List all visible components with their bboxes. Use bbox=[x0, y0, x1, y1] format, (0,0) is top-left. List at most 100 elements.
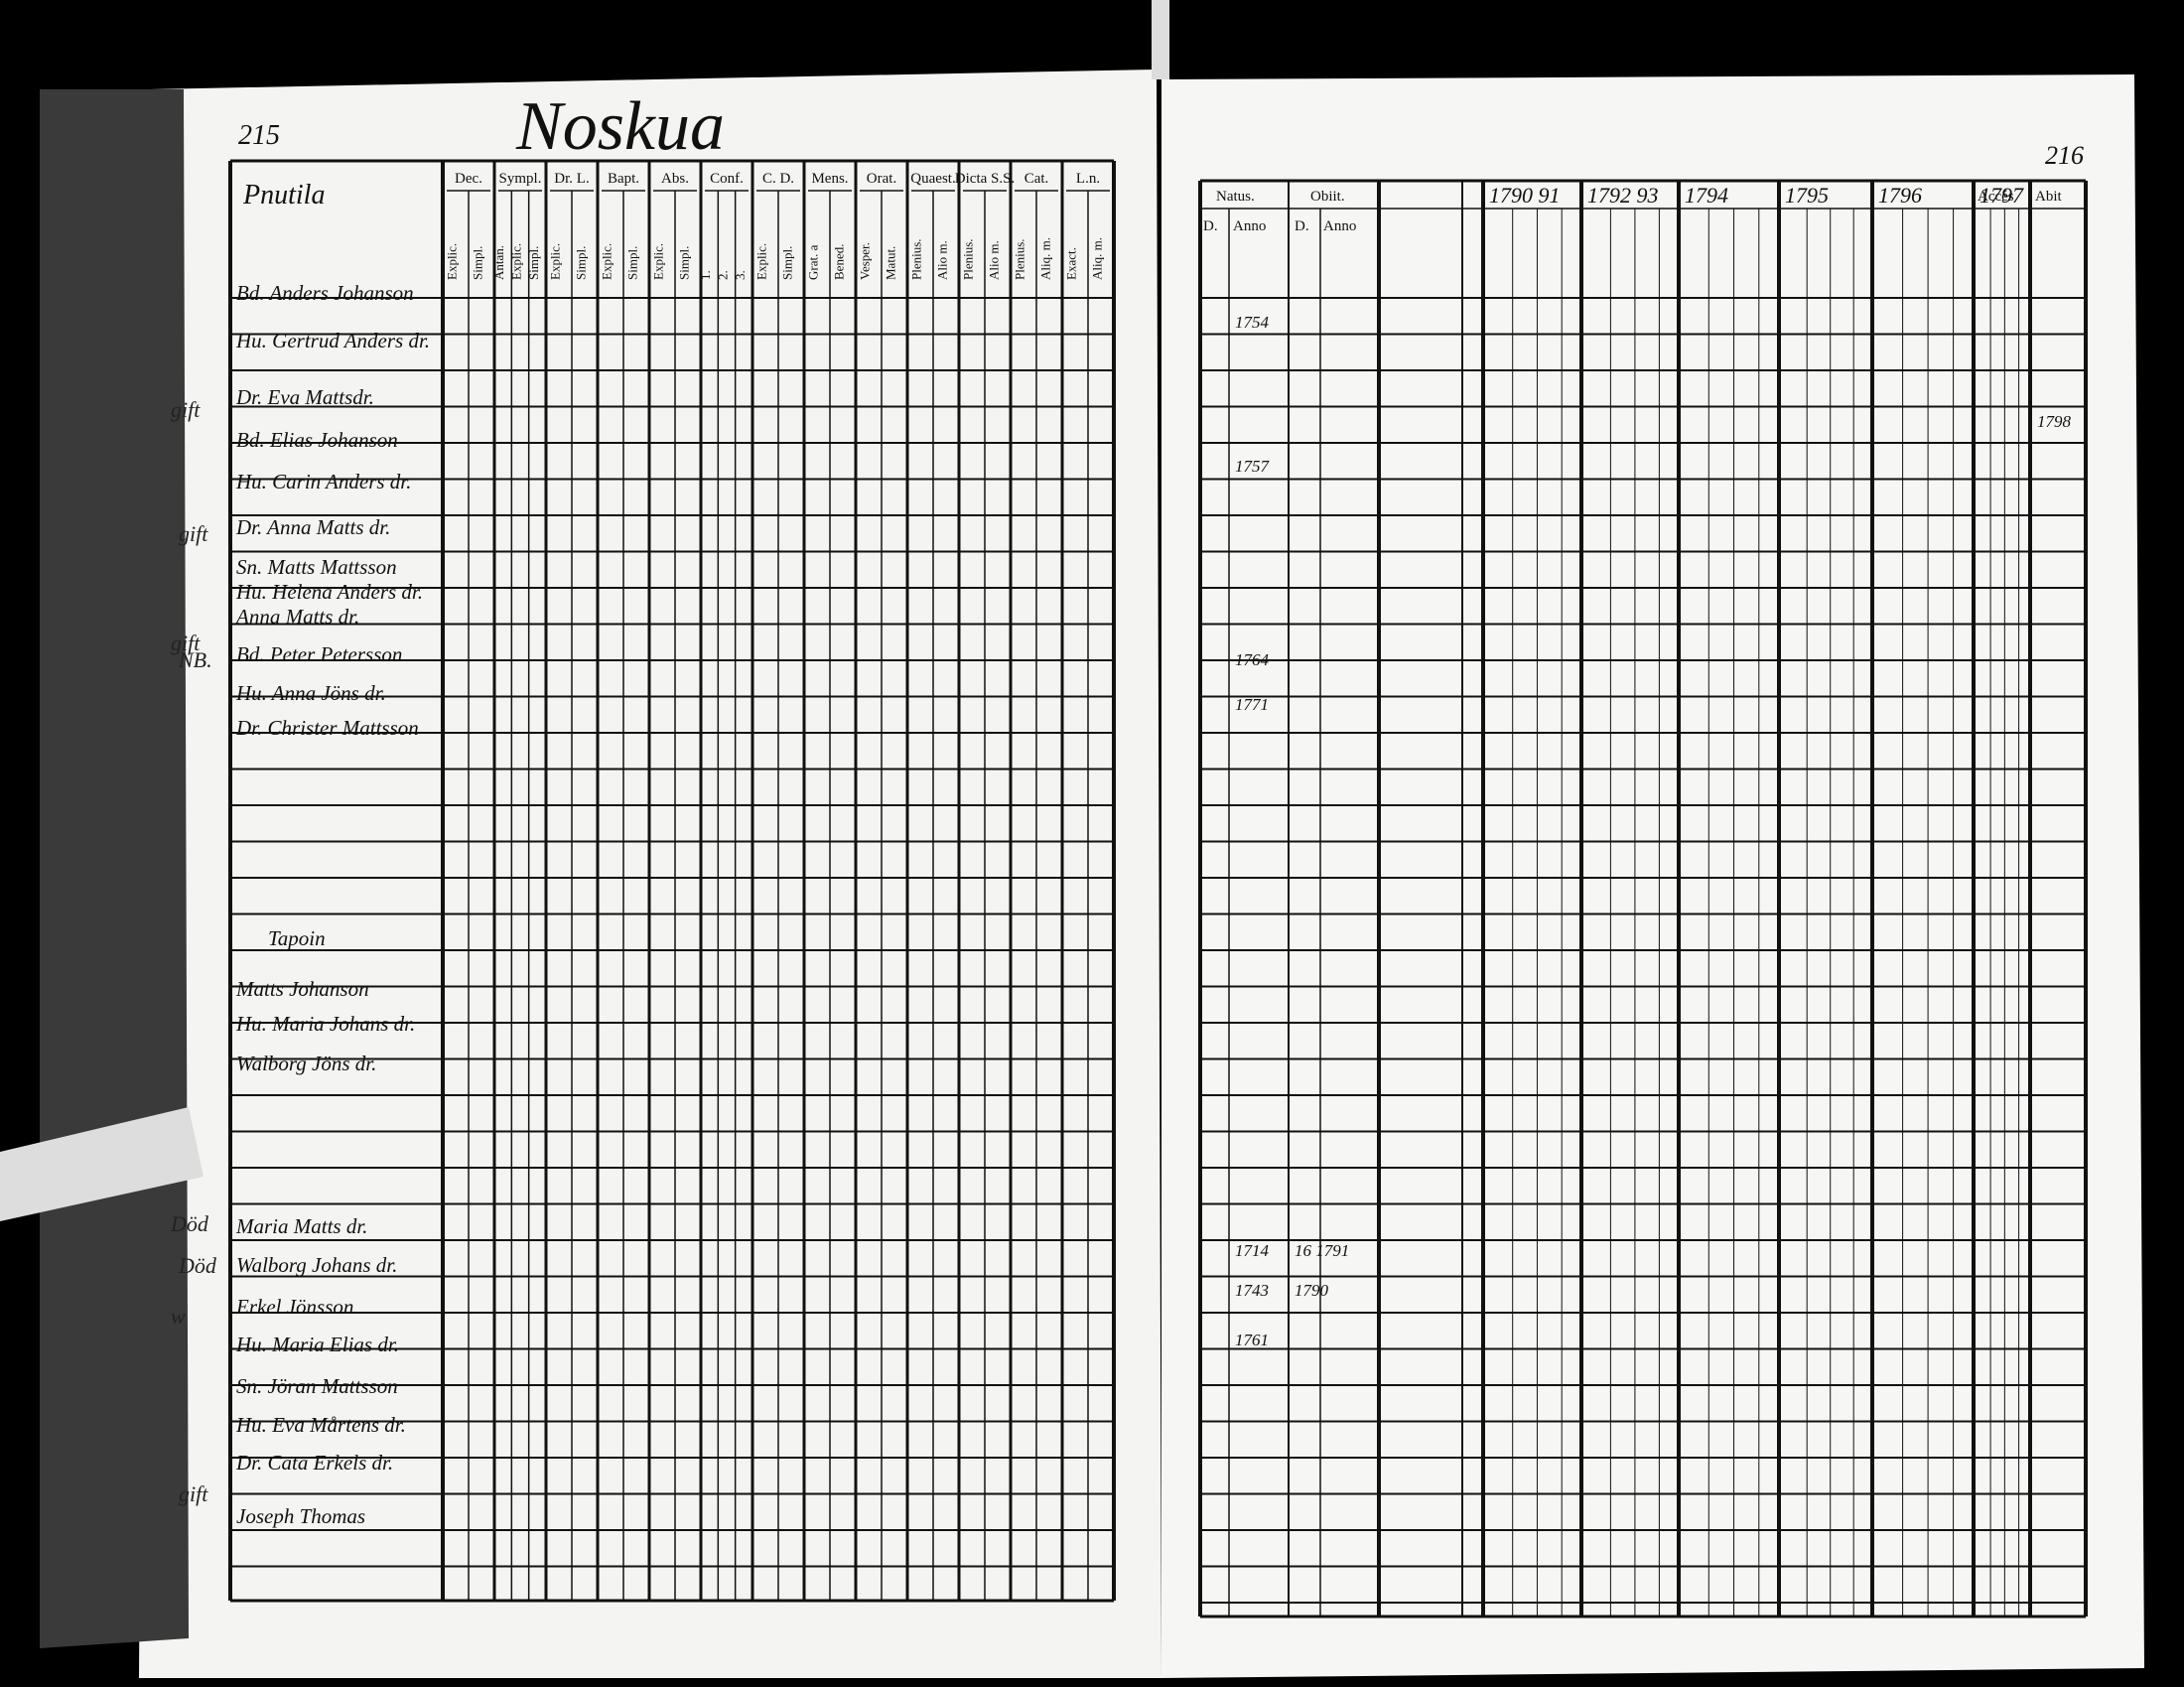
column-sub: Bened. bbox=[832, 244, 847, 280]
column-sub: Plenius. bbox=[1013, 238, 1027, 280]
column-sub: Explic. bbox=[548, 243, 563, 280]
margin-note: w bbox=[171, 1304, 186, 1329]
column-sub: 1. bbox=[698, 270, 713, 280]
year-header: 1797 bbox=[1979, 183, 2024, 208]
person-name: Sn. Jöran Mattsson bbox=[236, 1374, 398, 1398]
person-name: Hu. Maria Elias dr. bbox=[235, 1333, 399, 1356]
abit-note: 1798 bbox=[2037, 412, 2072, 431]
person-name: Dr. Christer Mattsson bbox=[235, 716, 419, 740]
column-sub: Explic. bbox=[754, 243, 769, 280]
column-sub: Alio m. bbox=[987, 240, 1002, 280]
column-sub: Explic. bbox=[600, 243, 614, 280]
column-group: Obiit. bbox=[1310, 189, 1345, 205]
person-name: Bd. Peter Petersson bbox=[236, 642, 402, 666]
margin-note: gift bbox=[171, 397, 201, 422]
column-sub: Anno bbox=[1233, 218, 1266, 234]
farm-name: Tapoin bbox=[268, 926, 326, 950]
column-sub: D. bbox=[1295, 218, 1309, 234]
column-sub: Explic. bbox=[445, 243, 460, 280]
column-sub: Vesper. bbox=[858, 242, 873, 280]
column-sub: Grat. a bbox=[806, 244, 821, 280]
margin-note: Död bbox=[178, 1253, 217, 1278]
column-group: C. D. bbox=[762, 171, 794, 187]
margin-note: NB. bbox=[178, 647, 212, 672]
person-name: Maria Matts dr. bbox=[235, 1214, 367, 1238]
column-sub: Simpl. bbox=[625, 246, 640, 280]
column-sub: Explic. bbox=[509, 243, 524, 280]
margin-note: gift bbox=[179, 1481, 208, 1506]
year-header: 1790 91 bbox=[1489, 183, 1561, 208]
person-name: Hu. Helena Anders dr. bbox=[235, 580, 423, 604]
column-sub: Aliq. m. bbox=[1090, 237, 1105, 280]
person-name: Matts Johanson bbox=[235, 977, 369, 1001]
person-name: Sn. Matts Mattsson bbox=[236, 555, 397, 579]
column-sub: Simpl. bbox=[677, 246, 692, 280]
year-header: 1794 bbox=[1685, 183, 1728, 208]
farm-name: Pnutila bbox=[242, 180, 325, 211]
birth-year: 1743 bbox=[1235, 1281, 1269, 1300]
column-sub: Simpl. bbox=[574, 246, 589, 280]
year-header: 1795 bbox=[1785, 183, 1829, 208]
person-name: Dr. Anna Matts dr. bbox=[235, 515, 390, 539]
title: Noskua bbox=[515, 88, 725, 165]
column-sub: Aliq. m. bbox=[1038, 237, 1053, 280]
column-group: L.n. bbox=[1076, 171, 1100, 187]
column-sub: Plenius. bbox=[961, 238, 976, 280]
column-group: Accés bbox=[1978, 189, 2014, 205]
death-date: 1790 bbox=[1295, 1281, 1329, 1300]
column-sub: D. bbox=[1203, 218, 1218, 234]
person-name: Hu. Eva Mårtens dr. bbox=[235, 1413, 406, 1437]
column-group: Orat. bbox=[867, 171, 896, 187]
column-group: Dicta S.S. bbox=[955, 171, 1015, 187]
birth-year: 1754 bbox=[1235, 313, 1270, 332]
column-sub: Simpl. bbox=[780, 246, 795, 280]
birth-year: 1714 bbox=[1235, 1241, 1270, 1260]
column-group: Dr. L. bbox=[554, 171, 589, 187]
person-name: Dr. Eva Mattsdr. bbox=[235, 385, 374, 409]
spine-tab bbox=[1152, 0, 1169, 79]
birth-year: 1761 bbox=[1235, 1331, 1269, 1349]
person-name: Erkel Jönsson bbox=[235, 1295, 353, 1319]
person-name: Hu. Maria Johans dr. bbox=[235, 1012, 415, 1036]
column-sub: Matut. bbox=[884, 246, 898, 280]
column-group: Abit bbox=[2035, 189, 2063, 205]
person-name: Dr. Cata Erkels dr. bbox=[235, 1451, 393, 1475]
column-group: Quaest. bbox=[910, 171, 955, 187]
margin-note: gift bbox=[171, 631, 201, 655]
right-page bbox=[1161, 74, 2144, 1678]
page-edges bbox=[40, 89, 189, 1648]
column-sub: Simpl. bbox=[471, 246, 485, 280]
column-group: Cat. bbox=[1024, 171, 1049, 187]
column-sub: Anno bbox=[1323, 218, 1356, 234]
page-number: 216 bbox=[2045, 141, 2084, 170]
person-name: Walborg Johans dr. bbox=[236, 1253, 397, 1277]
birth-year: 1757 bbox=[1235, 457, 1271, 476]
person-name: Walborg Jöns dr. bbox=[236, 1052, 376, 1075]
column-group: Abs. bbox=[661, 171, 689, 187]
year-header: 1792 93 bbox=[1587, 183, 1659, 208]
column-sub: Exact. bbox=[1064, 247, 1079, 280]
paper-slip bbox=[0, 1107, 204, 1221]
column-sub: Plenius. bbox=[909, 238, 924, 280]
person-name: Hu. Gertrud Anders dr. bbox=[235, 329, 430, 352]
person-name: Anna Matts dr. bbox=[234, 605, 359, 629]
column-group: Bapt. bbox=[608, 171, 639, 187]
column-group: Dec. bbox=[455, 171, 482, 187]
column-group: Natus. bbox=[1216, 189, 1255, 205]
death-date: 16 1791 bbox=[1295, 1241, 1349, 1260]
person-name: Hu. Carin Anders dr. bbox=[235, 470, 411, 493]
birth-year: 1764 bbox=[1235, 650, 1270, 669]
column-sub: Antan. bbox=[491, 245, 506, 280]
left-table: Dec.Explic. Simpl.Sympl.Antan. Explic. Simp… bbox=[170, 159, 1116, 1603]
margin-note: Död bbox=[170, 1211, 209, 1236]
column-sub: Simpl. bbox=[526, 246, 541, 280]
margin-note: gift bbox=[179, 521, 208, 546]
person-name: Bd. Anders Johanson bbox=[236, 281, 414, 305]
column-group: Mens. bbox=[811, 171, 848, 187]
column-sub: 3. bbox=[733, 270, 748, 280]
year-header: 1796 bbox=[1878, 183, 1922, 208]
birth-year: 1771 bbox=[1235, 695, 1269, 714]
